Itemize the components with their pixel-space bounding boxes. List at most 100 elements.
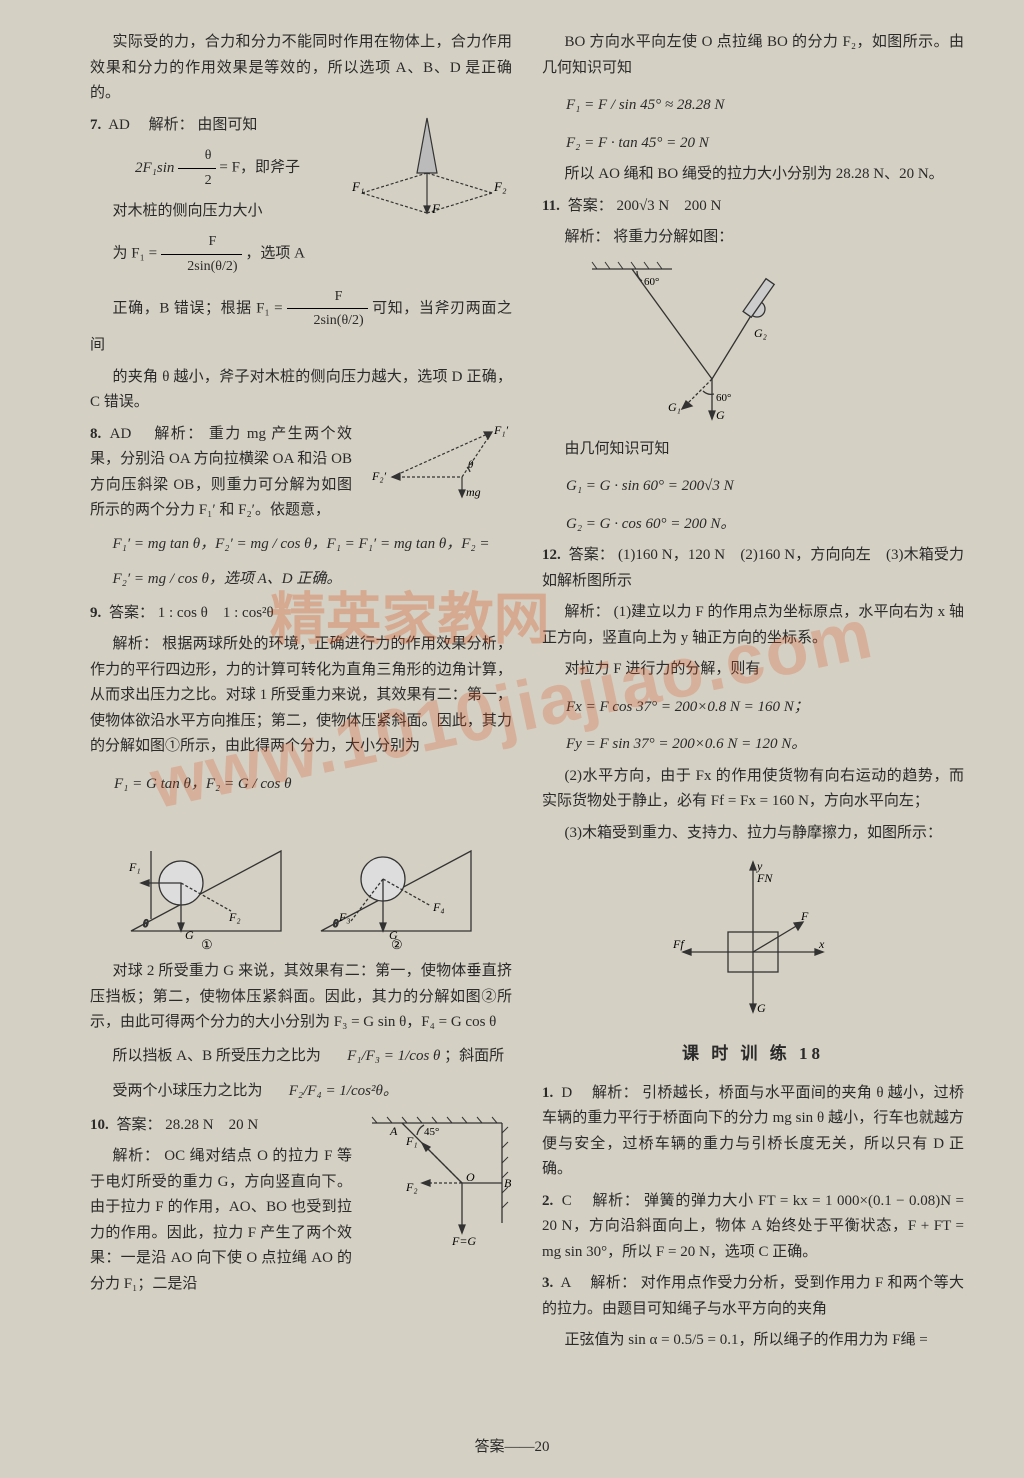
q9-l5: 受两个小球压力之比为 F₂/F₄ = 1/cos²θ。: [90, 1077, 512, 1107]
svg-text:F₄: F₄: [432, 900, 445, 914]
q9-ans-label: 答案：: [109, 605, 154, 621]
svg-text:F₁: F₁: [405, 1134, 418, 1148]
svg-text:60°: 60°: [644, 276, 659, 288]
q11-l3: G₁ = G · sin 60° = 200√3 N: [542, 468, 964, 506]
q7: F₁ F₂ F 7. AD 解析： 由图可知 2F₁sin θ2 = F，即斧子…: [90, 113, 512, 416]
s18-q2-num: 2.: [542, 1193, 553, 1209]
svg-text:F₁: F₁: [351, 179, 364, 194]
s18-q1-label: 解析：: [592, 1085, 638, 1101]
s18-q2-label: 解析：: [593, 1193, 640, 1209]
svg-text:G₂: G₂: [754, 326, 767, 340]
svg-text:A: A: [389, 1124, 398, 1138]
incline-pair-diagram: θ F₁ G F₂ ① θ F₃ F₄ G ②: [121, 811, 481, 951]
q11-ans: 200√3 N 200 N: [616, 198, 721, 214]
s18-q3-num: 3.: [542, 1275, 553, 1291]
q7-l4: 为 F₁ = F2sin(θ/2) ，选项 A: [90, 230, 512, 279]
s18-q3-textb: 正弦值为 sin α = 0.5/5 = 0.1，所以绳子的作用力为 F绳 =: [542, 1328, 964, 1354]
page-container: 实际受的力，合力和分力不能同时作用在物体上，合力作用效果和分力的作用效果是等效的…: [90, 30, 964, 1438]
s18-q3-label: 解析：: [590, 1275, 636, 1291]
svg-text:F₁: F₁: [128, 860, 141, 874]
svg-text:θ: θ: [468, 459, 474, 471]
svg-text:60°: 60°: [716, 392, 731, 404]
q9-ans: 1 : cos θ 1 : cos²θ: [158, 605, 274, 621]
q12-l3: Fx = F cos 37° = 200×0.8 N = 160 N；: [542, 689, 964, 727]
q11-num: 11.: [542, 198, 560, 214]
wedge-diagram: F₁ F₂ F: [342, 113, 512, 223]
q10-ans-label: 答案：: [117, 1117, 162, 1133]
svg-text:G: G: [185, 928, 194, 942]
q10-l1: OC 绳对结点 O 的拉力 F 等于电灯所受的重力 G，方向竖直向下。由于拉力 …: [90, 1148, 352, 1292]
q9-l2: F₁ = G tan θ，F₂ = G / cos θ: [90, 766, 512, 804]
svg-text:O: O: [466, 1170, 475, 1184]
q12-num: 12.: [542, 547, 561, 563]
svg-text:x: x: [818, 937, 825, 951]
svg-text:G₁: G₁: [668, 400, 681, 414]
s18-q2: 2. C 解析： 弹簧的弹力大小 FT = kx = 1 000×(0.1 − …: [542, 1189, 964, 1266]
q7-l1: 由图可知: [197, 117, 257, 133]
right-f1: F₁ = F / sin 45° ≈ 28.28 N: [542, 87, 964, 125]
right-p0: BO 方向水平向左使 O 点拉绳 BO 的分力 F₂，如图所示。由几何知识可知: [542, 30, 964, 81]
section-18-title: 课 时 训 练 18: [542, 1040, 964, 1069]
page-footer: 答案——20: [0, 1435, 1024, 1461]
rope45-diagram: A 45° B O F₂ F=G F₁: [362, 1113, 512, 1253]
s18-q2-ans: C: [562, 1193, 572, 1209]
svg-text:①: ①: [201, 937, 213, 951]
q7-l6: 的夹角 θ 越小，斧子对木桩的侧向压力越大，选项 D 正确，C 错误。: [90, 365, 512, 416]
left-intro: 实际受的力，合力和分力不能同时作用在物体上，合力作用效果和分力的作用效果是等效的…: [90, 30, 512, 107]
q11-l2: 由几何知识可知: [542, 437, 964, 463]
s18-q3-ans: A: [561, 1275, 571, 1291]
q9-l3: 对球 2 所受重力 G 来说，其效果有二：第一，使物体垂直挤压挡板；第二，使物体…: [90, 959, 512, 1036]
left-column: 实际受的力，合力和分力不能同时作用在物体上，合力作用效果和分力的作用效果是等效的…: [90, 30, 512, 1438]
svg-text:F₃: F₃: [338, 910, 351, 924]
right-f2: F₂ = F · tan 45° = 20 N: [542, 125, 964, 163]
q10-num: 10.: [90, 1117, 109, 1133]
s18-q1-num: 1.: [542, 1085, 553, 1101]
oa-ob-diagram: F₁′ F₂′ mg θ: [362, 422, 512, 502]
q12-l2: 对拉力 F 进行力的分解，则有: [542, 657, 964, 683]
q8-l2: F₁′ = mg tan θ，F₂′ = mg / cos θ，F₁ = F₁′…: [90, 530, 489, 560]
s18-q3: 3. A 解析： 对作用点作受力分析，受到作用力 F 和两个等大的拉力。由题目可…: [542, 1271, 964, 1354]
q9-l4: 所以挡板 A、B 所受压力之比为 F₁/F₃ = 1/cos θ ；斜面所: [90, 1042, 512, 1072]
svg-text:F₂: F₂: [493, 179, 507, 194]
q12-label: 解析：: [565, 604, 610, 620]
right-p1: 所以 AO 绳和 BO 绳受的拉力大小分别为 28.28 N、20 N。: [542, 162, 964, 188]
svg-text:G: G: [716, 408, 725, 422]
svg-text:B: B: [504, 1176, 512, 1190]
svg-text:Ff: Ff: [672, 937, 685, 951]
q9-l1: 根据两球所处的环境，正确进行力的作用效果分析，作力的平行四边形，力的计算可转化为…: [90, 636, 512, 754]
svg-text:F₂′: F₂′: [371, 469, 387, 483]
svg-text:F₂: F₂: [405, 1180, 418, 1194]
svg-text:F₁′: F₁′: [493, 423, 509, 437]
svg-text:②: ②: [391, 937, 403, 951]
svg-text:F: F: [431, 201, 441, 216]
q7-l5: 正确，B 错误；根据 F₁ = F2sin(θ/2) 可知，当斧刃两面之间: [90, 285, 512, 359]
s18-q1-ans: D: [561, 1085, 572, 1101]
q9: 9. 答案： 1 : cos θ 1 : cos²θ 解析： 根据两球所处的环境…: [90, 601, 512, 1107]
q7-num: 7.: [90, 117, 101, 133]
q10-ans: 28.28 N 20 N: [165, 1117, 258, 1133]
q11-ans-label: 答案：: [568, 198, 613, 214]
svg-text:θ: θ: [143, 918, 149, 930]
q7-label: 解析：: [149, 117, 194, 133]
q10-label: 解析：: [113, 1148, 160, 1164]
q8-label: 解析：: [154, 426, 203, 442]
q8-ans: AD: [110, 426, 132, 442]
q9-label: 解析：: [113, 636, 159, 652]
svg-text:45°: 45°: [424, 1126, 439, 1138]
q11-l4: G₂ = G · cos 60° = 200 N。: [542, 506, 964, 544]
q8: F₁′ F₂′ mg θ 8. AD 解析： 重力 mg 产生两个效果，分别沿 …: [90, 422, 512, 601]
q10: A 45° B O F₂ F=G F₁ 10. 答案： 28.28 N 20 N…: [90, 1113, 512, 1304]
svg-text:F: F: [800, 909, 809, 923]
rope60-diagram: 60° 60° G G₁ G₂: [582, 259, 802, 429]
svg-text:mg: mg: [466, 485, 481, 499]
q11: 11. 答案： 200√3 N 200 N 解析： 将重力分解如图：: [542, 194, 964, 544]
q12-l6: (3)木箱受到重力、支持力、拉力与静摩擦力，如图所示：: [542, 821, 964, 847]
q8-l3: F₂′ = mg / cos θ，选项 A、D 正确。: [90, 565, 341, 595]
q11-l1: 将重力分解如图：: [613, 229, 733, 245]
q8-num: 8.: [90, 426, 101, 442]
svg-text:G: G: [757, 1001, 766, 1015]
svg-text:F=G: F=G: [451, 1234, 476, 1248]
box-xy-diagram: y FN x F Ff G: [663, 852, 843, 1022]
q12: 12. 答案： (1)160 N，120 N (2)160 N，方向向左 (3)…: [542, 543, 964, 1022]
q11-label: 解析：: [565, 229, 610, 245]
